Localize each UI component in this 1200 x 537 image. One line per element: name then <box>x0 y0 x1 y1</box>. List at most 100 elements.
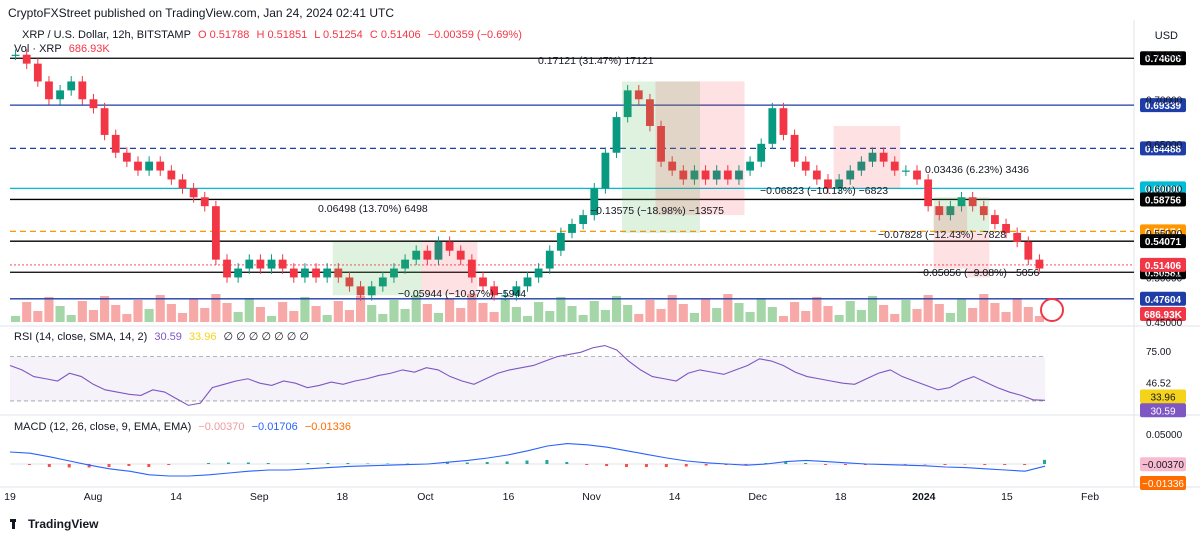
volume-bar <box>266 316 277 322</box>
volume-bar <box>656 309 666 322</box>
level-label-bg <box>1140 51 1186 66</box>
macd-hist-bar <box>644 464 648 467</box>
candle-body <box>590 188 599 216</box>
macd-legend: MACD (12, 26, close, 9, EMA, EMA) −0.003… <box>14 421 355 433</box>
candle-body <box>545 250 554 269</box>
candle-body <box>245 259 254 269</box>
volume-bar <box>879 305 889 322</box>
measure-box <box>933 197 990 233</box>
volume-bar <box>723 294 733 322</box>
volume-bar <box>44 297 54 322</box>
measure-label: −0.05944 (−10.97%) −5944 <box>398 288 526 300</box>
volume-bar <box>411 295 421 322</box>
macd-hist-bar <box>1003 464 1007 465</box>
macd-hist-bar <box>386 463 390 464</box>
candle-body <box>868 152 877 162</box>
candle-body <box>111 134 120 153</box>
measure-label: −0.07828 (−12.43%) −7828 <box>878 229 1006 241</box>
candle-body <box>356 286 365 296</box>
candle-body <box>523 277 532 287</box>
measure-label: 0.03436 (6.23%) 3436 <box>925 164 1029 176</box>
change-value: −0.00359 (−0.69%) <box>427 29 522 41</box>
volume-bar <box>968 308 978 322</box>
level-label: 0.54071 <box>1145 237 1182 248</box>
measure-label: −0.06823 (−10.13%) −6823 <box>760 185 888 197</box>
candle-body <box>479 277 487 287</box>
candle-body <box>167 170 176 180</box>
macd-label: MACD (12, 26, close, 9, EMA, EMA) <box>14 421 192 433</box>
rsi-band <box>10 356 1045 401</box>
price-tick: 0.45000 <box>1146 318 1183 329</box>
volume-bar <box>645 300 655 322</box>
candle-body <box>679 170 688 180</box>
macd-hist-bar <box>744 464 748 465</box>
rsi-legend: RSI (14, close, SMA, 14, 2) 30.59 33.96 … <box>14 330 313 343</box>
macd-line-value: −0.01706 <box>251 421 298 433</box>
price-tick: 0.75000 <box>1146 51 1183 62</box>
candle-body <box>812 170 821 180</box>
x-tick: 16 <box>503 491 515 503</box>
volume-bar <box>422 304 432 322</box>
candle-body <box>234 268 243 278</box>
volume-bar <box>500 298 510 322</box>
candle-body <box>757 143 766 162</box>
candle-body <box>824 179 832 189</box>
macd-hist-bar <box>565 462 569 464</box>
volume-bar <box>1023 307 1033 322</box>
level-label-bg <box>1140 192 1186 207</box>
measure-box <box>332 241 422 296</box>
macd-hist-bar <box>306 463 310 464</box>
volume-bar <box>133 300 143 322</box>
volume-bar <box>767 307 777 322</box>
macd-value-label: −0.00370 <box>1142 460 1184 471</box>
candle-body <box>623 90 632 118</box>
volume-bar <box>956 299 967 322</box>
volume-bar <box>678 304 688 322</box>
volume-bar <box>233 312 243 322</box>
x-tick: Sep <box>250 491 269 503</box>
candle-body <box>835 179 844 189</box>
volume-bar <box>22 302 32 322</box>
macd-hist-bar <box>465 462 469 464</box>
volume-bar <box>634 314 644 322</box>
candle-body <box>1035 259 1044 269</box>
volume-bar <box>144 309 154 322</box>
candle-body <box>857 161 866 171</box>
candle-body <box>345 277 354 287</box>
candle-body <box>412 250 421 260</box>
x-tick: 18 <box>336 491 348 503</box>
level-label-bg <box>1140 234 1186 249</box>
volume-bar <box>255 307 265 322</box>
volume-bar <box>278 302 288 322</box>
volume-bar <box>534 302 544 322</box>
volume-bar <box>1034 316 1044 322</box>
level-label: 0.55174 <box>1145 227 1182 238</box>
volume-bar <box>1001 312 1011 322</box>
volume-bar <box>456 308 466 322</box>
candle-body <box>89 99 98 109</box>
macd-hist-bar <box>804 463 808 464</box>
volume-bar <box>823 306 833 322</box>
macd-hist-bar <box>1023 464 1027 465</box>
macd-hist-bar <box>923 464 927 465</box>
price-tick: 0.55000 <box>1146 229 1183 240</box>
volume-bar <box>934 304 944 322</box>
level-label-bg <box>1140 98 1186 113</box>
x-tick: Nov <box>582 491 601 503</box>
macd-hist-bar <box>406 463 410 464</box>
rsi-tick: 46.52 <box>1146 379 1171 390</box>
candle-body <box>913 170 921 180</box>
macd-hist-bar <box>246 462 250 464</box>
x-tick: Feb <box>1081 491 1099 503</box>
macd-signal-label: −0.01336 <box>1142 479 1184 490</box>
volume-bar <box>244 298 254 322</box>
volume-bar <box>189 299 199 322</box>
x-tick: Dec <box>748 491 767 503</box>
level-label-bg <box>1140 291 1186 306</box>
current-price-label: 0.51406 <box>1145 261 1182 272</box>
volume-bar <box>623 305 633 322</box>
low-value: L 0.51254 <box>314 29 363 41</box>
rsi-value: 30.59 <box>154 331 182 343</box>
